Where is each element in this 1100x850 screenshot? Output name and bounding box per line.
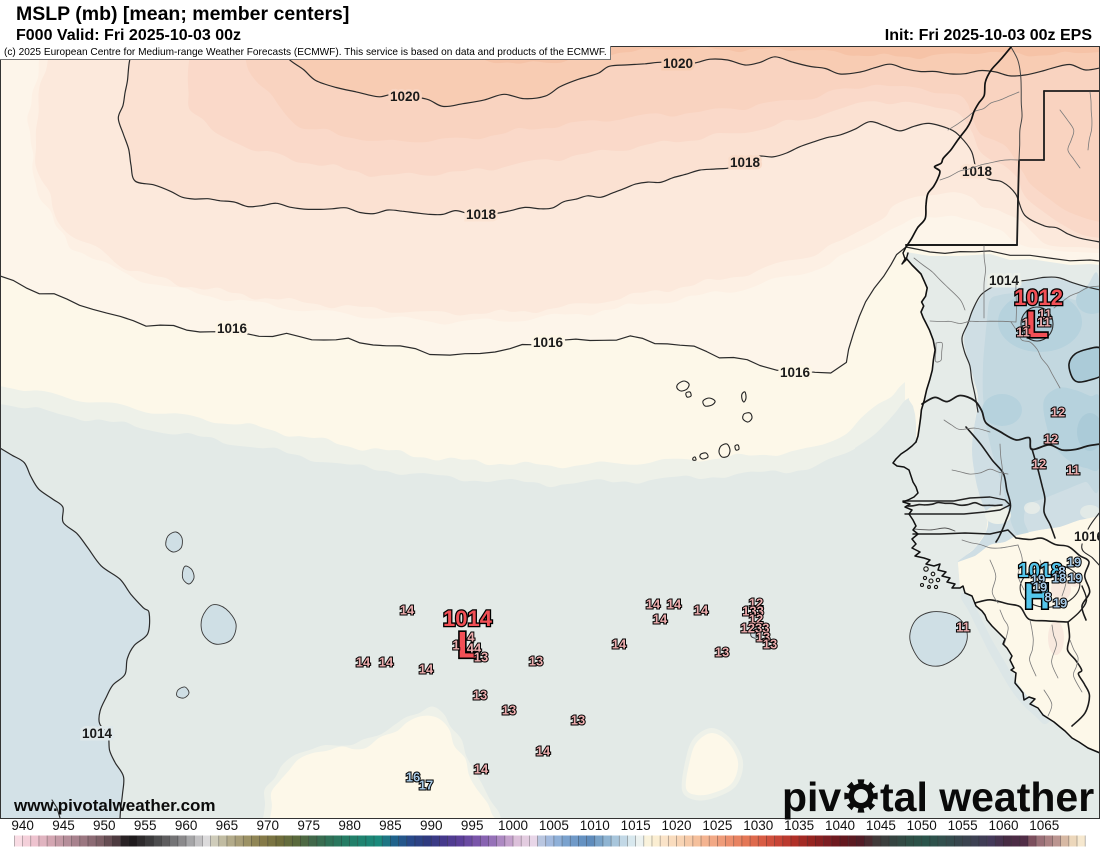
svg-text:1016: 1016 — [780, 365, 811, 380]
svg-text:L: L — [1026, 304, 1049, 345]
svg-text:1016: 1016 — [533, 335, 564, 350]
svg-text:945: 945 — [52, 818, 75, 833]
svg-text:14: 14 — [536, 744, 551, 759]
svg-text:8: 8 — [1058, 564, 1065, 579]
svg-text:19: 19 — [1067, 555, 1081, 570]
svg-text:1050: 1050 — [907, 818, 937, 833]
svg-text:14: 14 — [379, 655, 394, 670]
svg-text:1018: 1018 — [730, 155, 761, 170]
svg-text:1005: 1005 — [539, 818, 569, 833]
svg-text:1065: 1065 — [1029, 818, 1059, 833]
svg-text:1030: 1030 — [743, 818, 773, 833]
svg-text:14: 14 — [419, 662, 434, 677]
svg-text:965: 965 — [216, 818, 239, 833]
svg-text:11: 11 — [1038, 307, 1052, 322]
svg-text:1055: 1055 — [948, 818, 978, 833]
svg-text:44: 44 — [467, 641, 482, 656]
svg-text:950: 950 — [93, 818, 116, 833]
svg-text:14: 14 — [646, 597, 661, 612]
svg-text:12: 12 — [1032, 457, 1046, 472]
svg-text:970: 970 — [257, 818, 280, 833]
svg-text:14: 14 — [653, 612, 668, 627]
svg-text:985: 985 — [379, 818, 402, 833]
svg-text:1: 1 — [1022, 316, 1029, 331]
svg-text:995: 995 — [461, 818, 484, 833]
svg-text:8: 8 — [1044, 590, 1051, 605]
svg-text:980: 980 — [338, 818, 361, 833]
svg-text:1020: 1020 — [663, 56, 693, 71]
svg-text:13: 13 — [529, 654, 543, 669]
svg-text:19: 19 — [1033, 580, 1047, 595]
svg-text:18: 18 — [1052, 571, 1066, 586]
svg-text:11: 11 — [1037, 315, 1051, 330]
svg-text:piv: piv — [782, 774, 841, 820]
svg-text:1014: 1014 — [82, 726, 113, 741]
svg-text:1010: 1010 — [580, 818, 610, 833]
svg-text:14: 14 — [474, 762, 489, 777]
svg-text:1018: 1018 — [1018, 560, 1063, 582]
svg-text:14: 14 — [667, 597, 682, 612]
svg-text:13: 13 — [763, 637, 777, 652]
svg-text:1000: 1000 — [498, 818, 528, 833]
svg-text:960: 960 — [175, 818, 198, 833]
svg-text:17: 17 — [419, 778, 433, 793]
svg-text:1016: 1016 — [1074, 529, 1100, 544]
svg-text:19: 19 — [1031, 572, 1045, 587]
svg-text:13: 13 — [473, 688, 487, 703]
svg-text:14: 14 — [356, 655, 371, 670]
svg-text:14: 14 — [694, 603, 709, 618]
svg-text:12: 12 — [749, 596, 763, 611]
svg-text:1040: 1040 — [825, 818, 855, 833]
svg-text:1012: 1012 — [1014, 285, 1063, 310]
svg-text:13: 13 — [756, 630, 770, 645]
svg-text:1014: 1014 — [443, 606, 493, 631]
svg-text:13: 13 — [502, 703, 516, 718]
svg-text:L: L — [457, 625, 480, 666]
svg-text:12: 12 — [1044, 432, 1058, 447]
svg-text:11: 11 — [1066, 463, 1080, 478]
svg-text:1014: 1014 — [989, 273, 1020, 288]
svg-text:1045: 1045 — [866, 818, 896, 833]
svg-text:13: 13 — [474, 650, 488, 665]
svg-text:19: 19 — [1053, 596, 1067, 611]
svg-text:1020: 1020 — [661, 818, 691, 833]
svg-text:16: 16 — [406, 770, 420, 785]
svg-text:tal weather: tal weather — [880, 774, 1094, 820]
svg-text:133: 133 — [742, 604, 764, 619]
svg-text:1018: 1018 — [962, 164, 993, 179]
svg-text:1016: 1016 — [217, 321, 248, 336]
svg-text:990: 990 — [420, 818, 443, 833]
svg-text:975: 975 — [297, 818, 320, 833]
svg-text:14: 14 — [612, 637, 627, 652]
svg-text:1018: 1018 — [466, 207, 497, 222]
svg-text:13: 13 — [571, 713, 585, 728]
svg-text:1020: 1020 — [390, 89, 420, 104]
svg-text:14: 14 — [400, 603, 415, 618]
svg-text:1015: 1015 — [621, 818, 651, 833]
svg-text:1233: 1233 — [741, 621, 770, 636]
svg-text:11: 11 — [1016, 325, 1030, 340]
svg-text:1035: 1035 — [784, 818, 814, 833]
svg-text:4: 4 — [467, 630, 475, 645]
svg-text:11: 11 — [956, 620, 970, 635]
svg-text:19: 19 — [1068, 571, 1082, 586]
svg-text:1060: 1060 — [988, 818, 1018, 833]
svg-text:1: 1 — [452, 638, 459, 653]
svg-text:13: 13 — [715, 645, 729, 660]
svg-text:H: H — [1024, 576, 1050, 617]
svg-text:955: 955 — [134, 818, 157, 833]
svg-text:12: 12 — [749, 612, 763, 627]
svg-text:940: 940 — [11, 818, 34, 833]
svg-text:1025: 1025 — [702, 818, 732, 833]
svg-text:12: 12 — [1051, 405, 1065, 420]
